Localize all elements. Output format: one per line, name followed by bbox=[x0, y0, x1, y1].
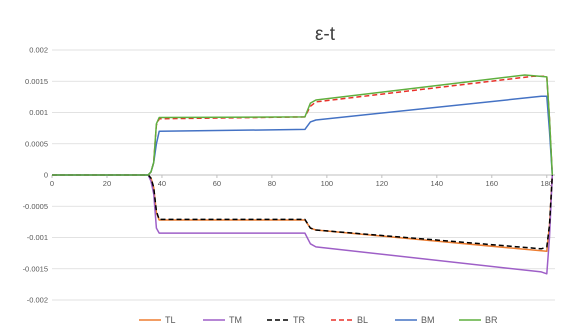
y-tick-label: -0.001 bbox=[27, 233, 48, 242]
series-line-tl bbox=[52, 174, 554, 253]
legend: TL TM TR BL BM BR bbox=[139, 315, 498, 325]
legend-label: BR bbox=[485, 315, 498, 325]
legend-item-tr: TR bbox=[267, 315, 305, 325]
y-tick-label: -0.002 bbox=[27, 296, 48, 305]
x-tick-label: 20 bbox=[103, 179, 111, 188]
y-tick-label: 0.0005 bbox=[25, 139, 48, 148]
x-tick-label: 160 bbox=[486, 179, 499, 188]
series-line-tr bbox=[52, 174, 554, 250]
y-tick-label: 0.001 bbox=[29, 108, 48, 117]
legend-item-tl: TL bbox=[139, 315, 176, 325]
legend-item-bm: BM bbox=[395, 315, 435, 325]
x-tick-label: 0 bbox=[50, 179, 54, 188]
legend-label: BL bbox=[357, 315, 368, 325]
series-lines bbox=[52, 74, 554, 275]
y-tick-labels: 0.002 0.0015 0.001 0.0005 0 -0.0005 -0.001 -0.0… bbox=[23, 46, 48, 305]
legend-item-bl: BL bbox=[331, 315, 368, 325]
legend-label: TR bbox=[293, 315, 305, 325]
x-tick-label: 140 bbox=[431, 179, 444, 188]
x-tick-label: 120 bbox=[376, 179, 389, 188]
chart-title: ε-t bbox=[315, 24, 336, 45]
y-tick-label: -0.0005 bbox=[23, 202, 48, 211]
legend-item-tm: TM bbox=[203, 315, 242, 325]
legend-label: TM bbox=[229, 315, 242, 325]
x-tick-label: 40 bbox=[158, 179, 166, 188]
x-tick-label: 60 bbox=[213, 179, 221, 188]
series-line-bl bbox=[52, 75, 554, 176]
series-line-br bbox=[52, 74, 554, 176]
legend-label: TL bbox=[165, 315, 176, 325]
y-tick-label: 0 bbox=[44, 171, 48, 180]
y-tick-label: -0.0015 bbox=[23, 264, 48, 273]
series-line-tm bbox=[52, 174, 554, 275]
x-tick-label: 100 bbox=[321, 179, 334, 188]
series-line-bm bbox=[52, 95, 554, 176]
x-tick-label: 180 bbox=[540, 179, 553, 188]
legend-item-br: BR bbox=[459, 315, 498, 325]
legend-label: BM bbox=[421, 315, 435, 325]
y-tick-label: 0.0015 bbox=[25, 77, 48, 86]
y-tick-label: 0.002 bbox=[29, 46, 48, 55]
x-tick-labels: 0 20 40 60 80 100 120 140 160 180 bbox=[50, 179, 553, 188]
x-tick-label: 80 bbox=[268, 179, 276, 188]
